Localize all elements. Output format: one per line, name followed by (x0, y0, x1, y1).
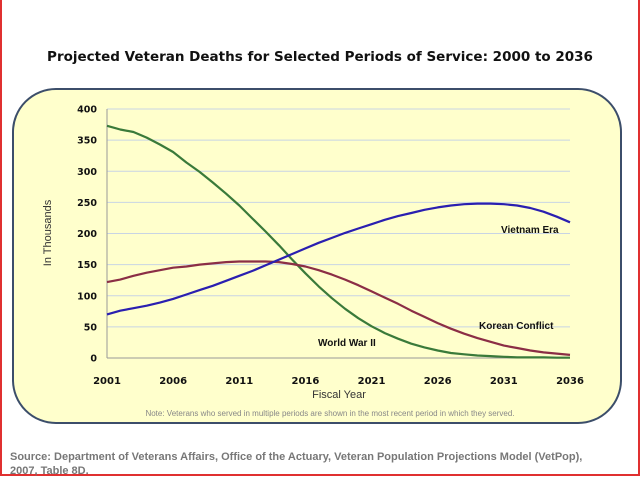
x-tick-label: 2021 (358, 376, 386, 387)
series-line-world-war-ii (106, 124, 570, 359)
x-tick-label: 2011 (225, 376, 253, 387)
y-tick-label: 300 (77, 167, 97, 178)
series-line-korean-conflict (106, 260, 571, 356)
y-tick-label: 400 (77, 105, 97, 116)
y-tick-label: 350 (77, 136, 97, 147)
series-label: Vietnam Era (501, 225, 559, 236)
x-tick-label: 2026 (424, 376, 452, 387)
y-axis-label: In Thousands (42, 199, 54, 266)
y-tick-label: 50 (84, 322, 98, 333)
chart-note: Note: Veterans who served in multiple pe… (145, 409, 515, 418)
chart-title: Projected Veteran Deaths for Selected Pe… (47, 49, 593, 65)
y-tick-label: 100 (77, 291, 97, 302)
y-tick-label: 150 (77, 260, 97, 271)
x-tick-label: 2016 (292, 376, 320, 387)
x-tick-label: 2036 (556, 376, 584, 387)
chart-panel (12, 88, 622, 424)
y-tick-label: 250 (77, 198, 97, 209)
series-label: Korean Conflict (479, 321, 554, 332)
series-line-vietnam-era (106, 202, 571, 316)
series-label: World War II (318, 338, 376, 349)
source-text: Source: Department of Veterans Affairs, … (10, 451, 583, 477)
y-tick-label: 200 (77, 229, 97, 240)
x-tick-label: 2001 (93, 376, 121, 387)
y-tick-label: 0 (90, 354, 97, 365)
x-tick-label: 2031 (490, 376, 518, 387)
x-axis-label: Fiscal Year (312, 389, 366, 401)
x-tick-label: 2006 (159, 376, 187, 387)
